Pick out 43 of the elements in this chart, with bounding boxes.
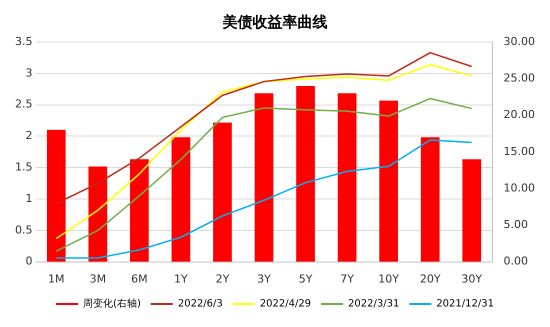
y2-tick-label: 0.00 (504, 254, 528, 268)
y-tick-label: 0 (25, 254, 32, 268)
x-tick-label: 20Y (420, 272, 441, 286)
y2-tick-label: 5.00 (504, 218, 528, 232)
x-tick-label: 2Y (216, 272, 230, 286)
x-tick-label: 5Y (298, 272, 313, 286)
y2-tick-label: 20.00 (504, 108, 536, 122)
bar (88, 166, 108, 262)
x-tick-label: 6M (131, 272, 148, 286)
y-tick-label: 3 (25, 66, 32, 80)
y2-tick-label: 15.00 (504, 144, 536, 158)
bar (213, 122, 232, 262)
y-tick-label: 2.5 (14, 98, 32, 111)
y-tick-label: 3.5 (14, 34, 32, 48)
bar (130, 159, 149, 262)
x-tick-label: 1Y (174, 272, 188, 286)
x-tick-label: 10Y (378, 272, 400, 286)
y-tick-label: 1.5 (14, 160, 32, 174)
bar (296, 86, 315, 262)
bar (462, 159, 482, 262)
x-tick-label: 30Y (461, 272, 482, 286)
bar (379, 100, 398, 262)
legend-label: 2022/3/31 (348, 298, 400, 310)
legend-label: 周变化(右轴) (83, 298, 141, 310)
legend-label: 2022/6/3 (178, 298, 223, 310)
y2-tick-label: 10.00 (504, 181, 536, 194)
bar (338, 93, 356, 262)
bar (420, 137, 440, 262)
y-tick-label: 0.5 (14, 223, 32, 236)
y2-tick-label: 25.00 (504, 71, 536, 84)
y-tick-label: 2 (25, 129, 32, 142)
x-tick-label: 1M (48, 272, 65, 286)
x-tick-label: 7Y (340, 272, 354, 286)
x-tick-label: 3M (90, 272, 106, 286)
y-tick-label: 1 (25, 192, 32, 205)
chart-title: 美债收益率曲线 (222, 12, 328, 31)
bar (172, 137, 190, 262)
bar (46, 130, 66, 262)
legend-label: 2021/12/31 (436, 298, 494, 310)
x-tick-label: 3Y (257, 272, 272, 286)
bar (254, 93, 274, 262)
legend-label: 2022/4/29 (260, 298, 312, 310)
y2-tick-label: 30.00 (504, 34, 536, 48)
